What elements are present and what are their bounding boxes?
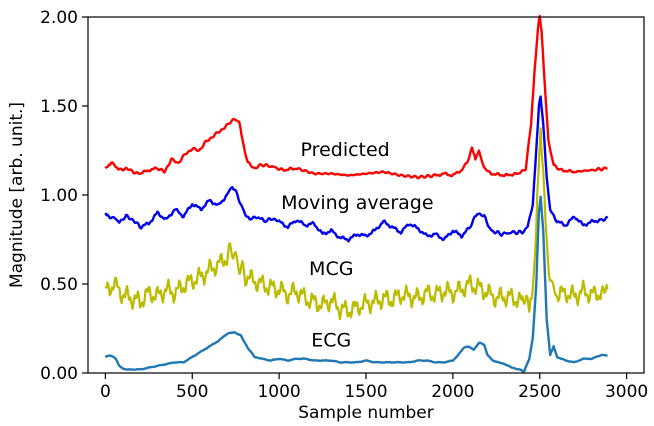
x-tick-label: 2000 <box>431 382 474 402</box>
y-tick-label: 1.00 <box>40 186 78 206</box>
series-line-2 <box>104 127 609 321</box>
series-line-3 <box>104 195 608 373</box>
series-line-0 <box>104 14 608 180</box>
annotation-ecg: ECG <box>311 329 351 351</box>
y-axis-label: Magnitude [arb. unit.] <box>7 102 27 288</box>
annotation-predicted: Predicted <box>301 139 390 161</box>
y-tick-label: 0.50 <box>40 275 78 295</box>
y-tick-label: 1.50 <box>40 97 78 117</box>
x-tick-label: 1000 <box>257 382 300 402</box>
annotation-moving-average: Moving average <box>281 192 433 214</box>
x-tick-label: 500 <box>176 382 208 402</box>
annotation-mcg: MCG <box>309 258 353 280</box>
x-tick-label: 0 <box>100 382 111 402</box>
y-axis-ticks: 0.00 0.50 1.00 1.50 2.00 <box>40 8 88 384</box>
x-tick-label: 2500 <box>518 382 561 402</box>
series-layer <box>104 14 609 373</box>
x-tick-label: 1500 <box>344 382 387 402</box>
annotation-layer: Predicted Moving average MCG ECG <box>281 139 433 351</box>
series-line-1 <box>104 95 609 243</box>
y-tick-label: 0.00 <box>40 364 78 384</box>
y-tick-label: 2.00 <box>40 8 78 28</box>
x-axis-label: Sample number <box>298 403 434 423</box>
x-axis-ticks: 0 500 1000 1500 2000 2500 3000 <box>100 373 648 402</box>
x-tick-label: 3000 <box>605 382 648 402</box>
